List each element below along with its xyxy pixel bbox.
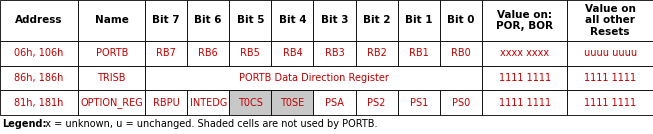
Bar: [0, 90, 78, 115]
Text: Address: Address: [16, 15, 63, 25]
Text: Bit 3: Bit 3: [321, 15, 348, 25]
Bar: [187, 41, 229, 66]
Bar: [187, 0, 229, 41]
Text: Name: Name: [95, 15, 129, 25]
Text: Bit 0: Bit 0: [447, 15, 475, 25]
Bar: [482, 0, 567, 41]
Text: 1111 1111: 1111 1111: [584, 98, 636, 108]
Text: RB4: RB4: [283, 48, 302, 58]
Text: Bit 6: Bit 6: [195, 15, 222, 25]
Bar: [313, 0, 355, 41]
Text: PS1: PS1: [409, 98, 428, 108]
Text: RB6: RB6: [199, 48, 218, 58]
Bar: [567, 90, 653, 115]
Bar: [229, 90, 272, 115]
Text: 06h, 106h: 06h, 106h: [14, 48, 64, 58]
Bar: [272, 41, 313, 66]
Text: Bit 7: Bit 7: [152, 15, 180, 25]
Bar: [145, 41, 187, 66]
Text: xxxx xxxx: xxxx xxxx: [500, 48, 549, 58]
Text: Bit 4: Bit 4: [279, 15, 306, 25]
Bar: [0, 41, 78, 66]
Text: 81h, 181h: 81h, 181h: [14, 98, 64, 108]
Bar: [398, 90, 439, 115]
Text: TRISB: TRISB: [97, 73, 126, 83]
Text: RB1: RB1: [409, 48, 428, 58]
Text: PORTB: PORTB: [95, 48, 128, 58]
Bar: [567, 0, 653, 41]
Bar: [398, 0, 439, 41]
Bar: [398, 41, 439, 66]
Bar: [145, 66, 482, 90]
Text: 86h, 186h: 86h, 186h: [14, 73, 64, 83]
Bar: [482, 41, 567, 66]
Bar: [229, 0, 272, 41]
Bar: [272, 0, 313, 41]
Bar: [439, 41, 482, 66]
Text: T0CS: T0CS: [238, 98, 263, 108]
Bar: [78, 90, 145, 115]
Text: OPTION_REG: OPTION_REG: [80, 97, 143, 108]
Bar: [145, 0, 187, 41]
Text: PORTB Data Direction Register: PORTB Data Direction Register: [238, 73, 389, 83]
Text: Value on
all other
Resets: Value on all other Resets: [584, 4, 635, 37]
Text: PS0: PS0: [452, 98, 470, 108]
Text: 1111 1111: 1111 1111: [584, 73, 636, 83]
Bar: [187, 90, 229, 115]
Bar: [229, 41, 272, 66]
Bar: [78, 41, 145, 66]
Text: Bit 2: Bit 2: [363, 15, 390, 25]
Bar: [355, 90, 398, 115]
Text: Bit 1: Bit 1: [405, 15, 432, 25]
Bar: [439, 0, 482, 41]
Text: T0SE: T0SE: [280, 98, 304, 108]
Text: RB7: RB7: [156, 48, 176, 58]
Bar: [355, 41, 398, 66]
Bar: [482, 90, 567, 115]
Text: PS2: PS2: [368, 98, 386, 108]
Text: RBPU: RBPU: [153, 98, 180, 108]
Bar: [0, 66, 78, 90]
Text: Bit 5: Bit 5: [236, 15, 264, 25]
Bar: [355, 0, 398, 41]
Text: uuuu uuuu: uuuu uuuu: [584, 48, 637, 58]
Bar: [313, 41, 355, 66]
Text: RB2: RB2: [366, 48, 387, 58]
Text: 1111 1111: 1111 1111: [498, 73, 550, 83]
Bar: [567, 41, 653, 66]
Bar: [78, 0, 145, 41]
Bar: [0, 0, 78, 41]
Bar: [78, 66, 145, 90]
Text: Legend:: Legend:: [3, 119, 47, 129]
Text: RB0: RB0: [451, 48, 471, 58]
Bar: [272, 90, 313, 115]
Text: Value on:
POR, BOR: Value on: POR, BOR: [496, 10, 553, 31]
Bar: [439, 90, 482, 115]
Text: 1111 1111: 1111 1111: [498, 98, 550, 108]
Bar: [482, 66, 567, 90]
Text: x = unknown, u = unchanged. Shaded cells are not used by PORTB.: x = unknown, u = unchanged. Shaded cells…: [39, 119, 377, 129]
Text: RB5: RB5: [240, 48, 261, 58]
Text: RB3: RB3: [325, 48, 344, 58]
Bar: [567, 66, 653, 90]
Bar: [313, 90, 355, 115]
Text: PSA: PSA: [325, 98, 344, 108]
Text: INTEDG: INTEDG: [189, 98, 227, 108]
Bar: [145, 90, 187, 115]
